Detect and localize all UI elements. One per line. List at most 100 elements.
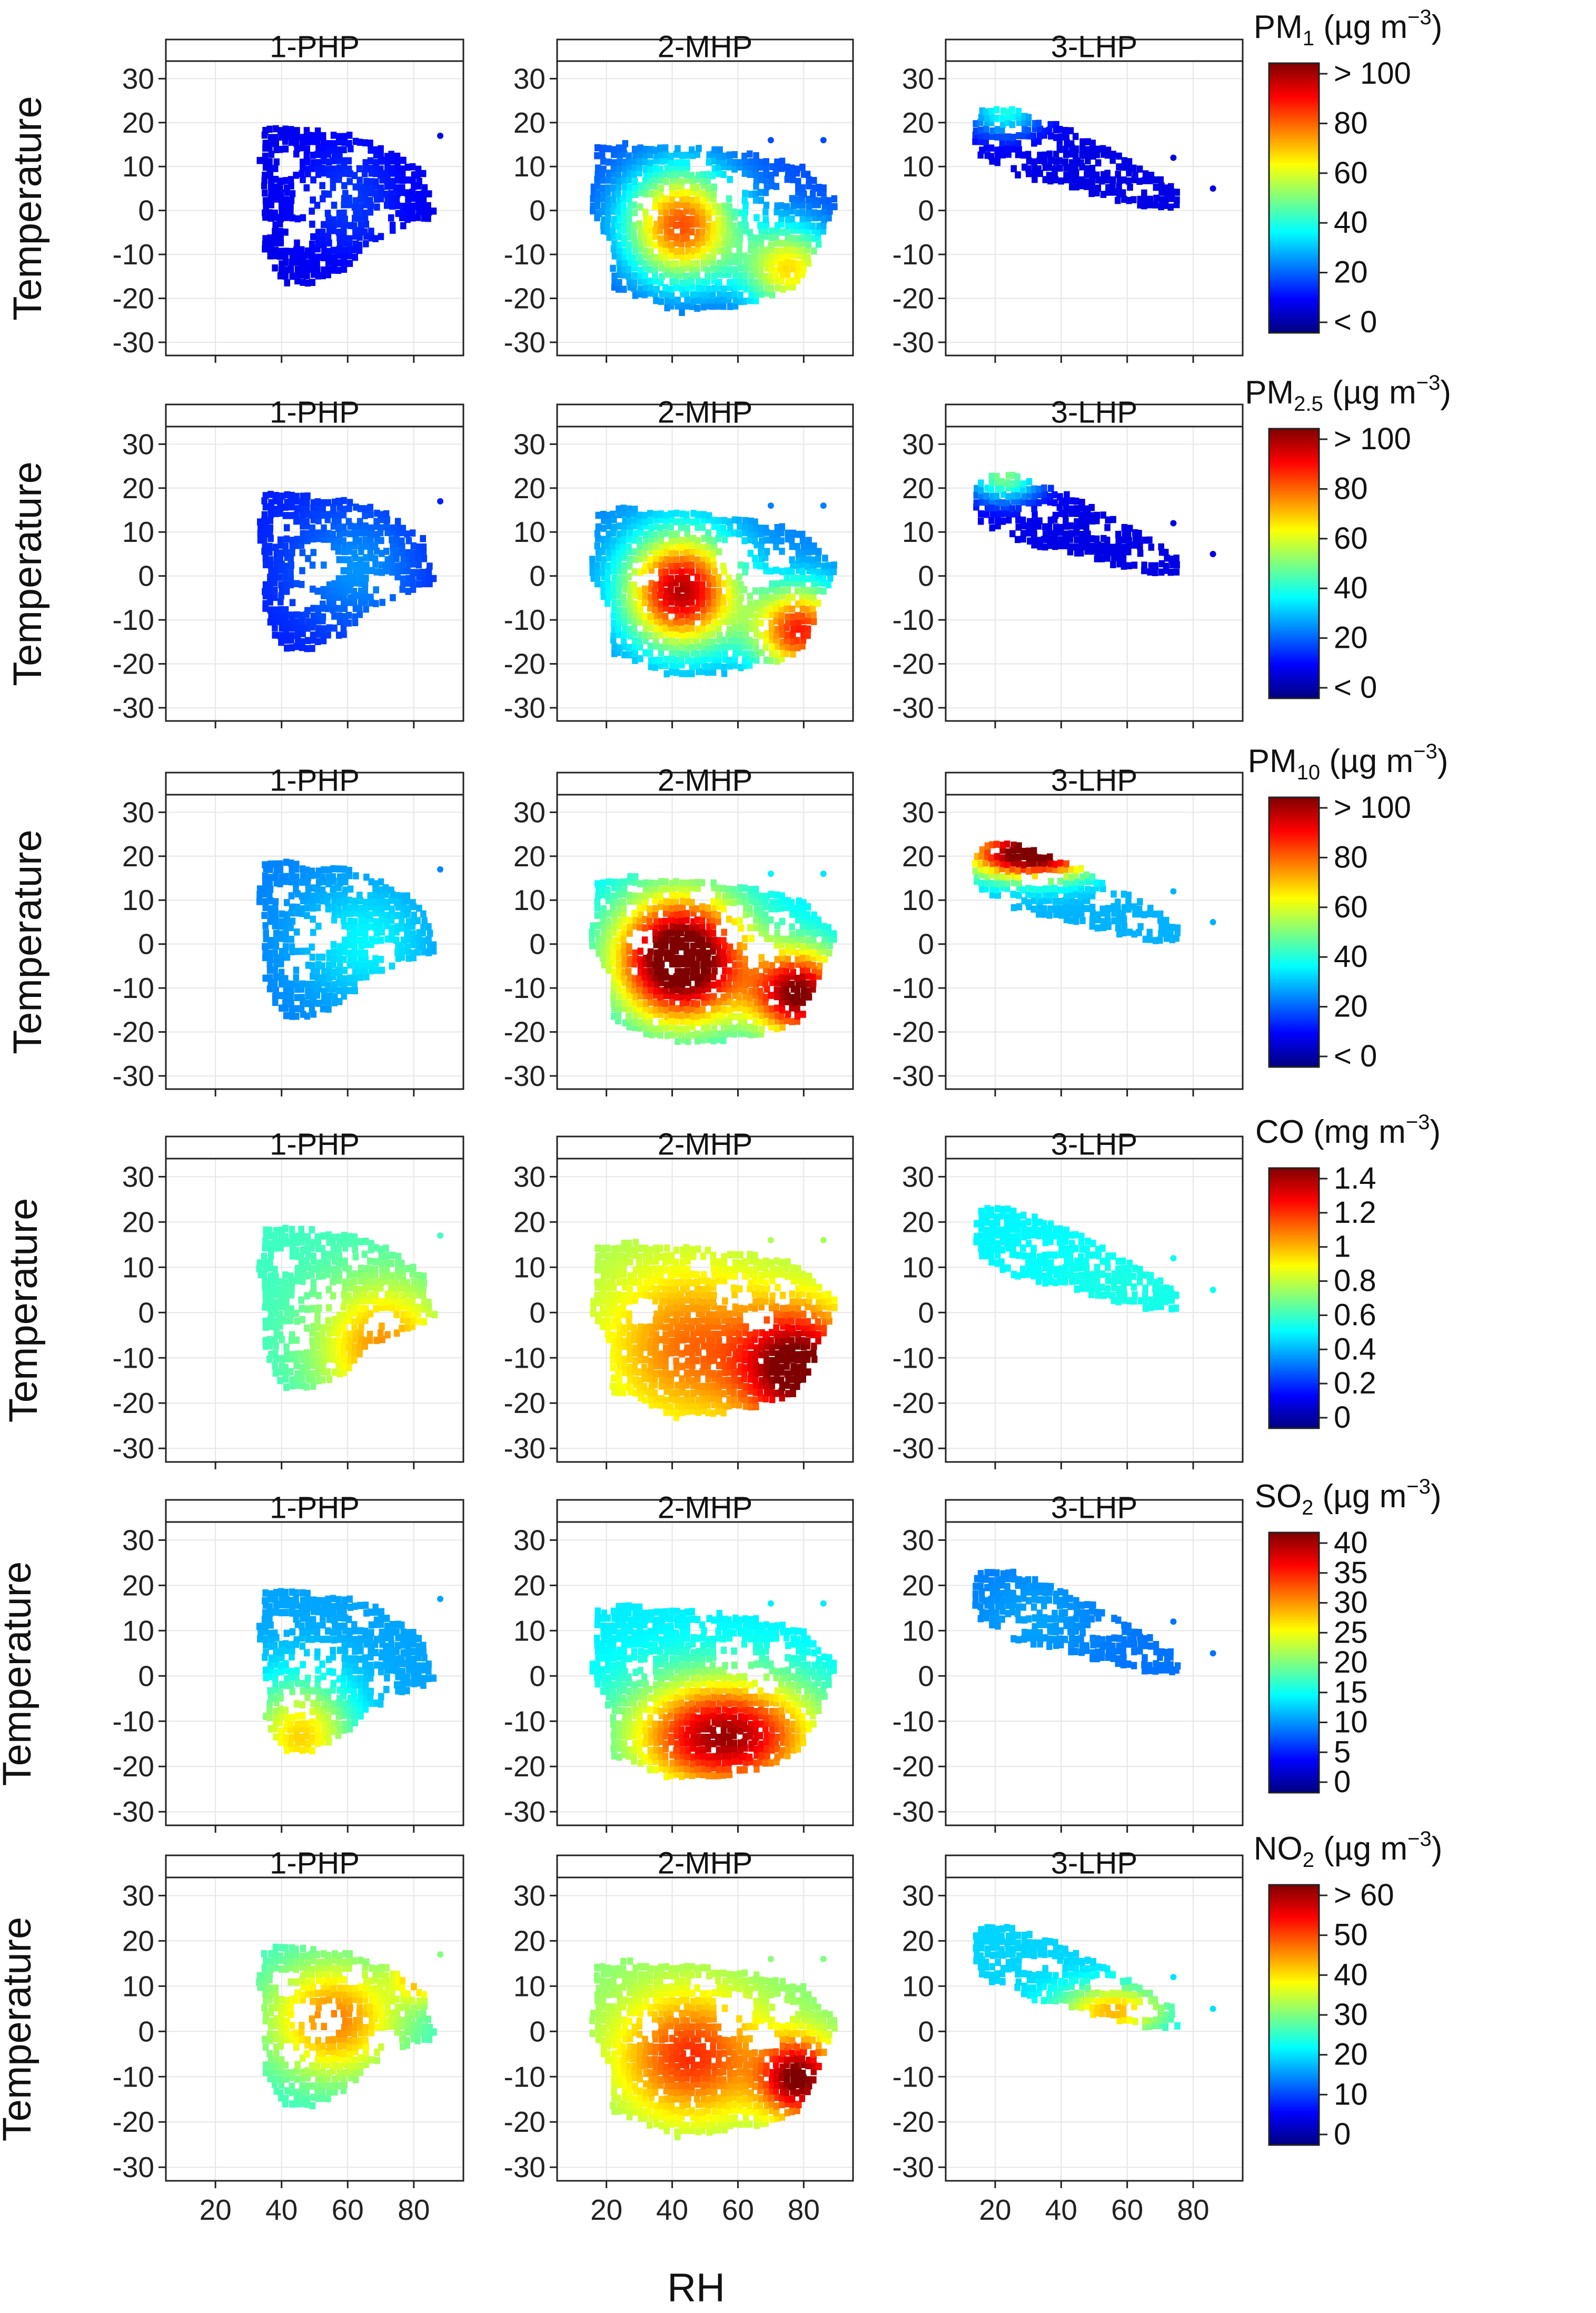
- heat-cell: [309, 524, 315, 532]
- heat-cell: [390, 548, 396, 556]
- heat-cell: [325, 140, 332, 147]
- heat-cell: [774, 631, 780, 639]
- heat-cell: [758, 649, 765, 657]
- heat-cell: [1099, 542, 1105, 550]
- heat-cell: [731, 630, 738, 638]
- heat-cell: [1063, 517, 1069, 525]
- y-tick-label: -20: [113, 1016, 155, 1049]
- heat-cell: [794, 934, 800, 942]
- heat-cell: [340, 511, 347, 519]
- heat-cell: [790, 283, 796, 291]
- heat-cell: [653, 892, 659, 899]
- heat-cell: [272, 618, 279, 625]
- heat-cell: [352, 253, 359, 261]
- heat-cell: [784, 605, 790, 612]
- heat-cell: [620, 594, 627, 601]
- heat-cell: [1010, 134, 1016, 141]
- heat-cell: [789, 164, 795, 172]
- heat-cell: [319, 886, 326, 894]
- heat-cell: [699, 209, 706, 216]
- heat-cell: [636, 980, 643, 987]
- heat-cell: [804, 966, 811, 974]
- heat-cell: [262, 592, 269, 600]
- heat-cell: [652, 885, 659, 893]
- heat-cell: [747, 994, 754, 1002]
- heat-cell: [394, 202, 401, 210]
- heat-cell: [309, 259, 315, 267]
- heat-cell: [748, 625, 754, 632]
- heat-cell: [780, 980, 786, 988]
- heat-cell: [790, 905, 796, 912]
- heat-cell: [600, 592, 607, 600]
- heat-cell: [810, 618, 817, 626]
- heat-cell: [710, 947, 716, 955]
- heat-cell: [430, 207, 437, 215]
- heat-cell: [430, 941, 437, 948]
- heat-cell: [1062, 127, 1068, 134]
- heat-cell: [1056, 145, 1063, 153]
- heat-cell: [284, 953, 291, 961]
- heat-cell: [658, 176, 665, 184]
- heat-cell: [696, 145, 702, 152]
- heat-cell: [1015, 505, 1022, 512]
- heat-cell: [1125, 177, 1132, 185]
- heat-cell: [368, 178, 374, 185]
- y-tick-label: 10: [122, 884, 154, 916]
- heat-cell: [626, 265, 632, 273]
- heat-cell: [1125, 548, 1132, 556]
- heat-cell: [627, 955, 633, 963]
- heat-cell: [616, 279, 622, 286]
- heat-cell: [669, 260, 676, 268]
- heat-cell: [679, 548, 686, 555]
- heat-cell: [1137, 195, 1143, 203]
- heat-cell: [409, 207, 416, 215]
- heat-cell: [690, 650, 697, 657]
- heat-cell: [605, 176, 611, 184]
- heat-cell: [604, 599, 611, 607]
- heat-cell: [273, 960, 280, 968]
- heat-cell: [695, 1012, 701, 1020]
- heat-cell: [283, 985, 290, 993]
- heat-cell: [973, 503, 979, 511]
- heat-cell: [711, 605, 718, 613]
- heat-cell: [779, 892, 785, 900]
- heat-cell: [816, 972, 822, 980]
- heat-cell: [762, 593, 769, 601]
- heat-cell: [642, 184, 649, 192]
- heat-cell: [1009, 121, 1016, 128]
- heat-cell: [799, 947, 806, 955]
- heat-cell: [747, 1023, 754, 1031]
- heat-cell: [342, 873, 349, 881]
- heat-cell: [805, 214, 812, 222]
- heat-cell: [758, 954, 765, 962]
- heat-cell: [1021, 492, 1028, 500]
- heat-cell: [601, 891, 607, 898]
- heat-cell: [710, 554, 716, 562]
- heat-cell: [774, 239, 780, 247]
- heat-cell: [620, 898, 627, 906]
- heat-cell: [1131, 196, 1137, 203]
- heat-cell: [795, 980, 802, 988]
- heat-cell: [1114, 196, 1121, 204]
- heat-cell: [300, 1011, 306, 1018]
- heat-cell: [663, 548, 670, 556]
- heat-cell: [632, 649, 638, 657]
- heat-cell: [600, 222, 607, 230]
- heat-cell: [620, 910, 627, 917]
- heat-cell: [621, 159, 628, 166]
- heat-cell: [604, 536, 611, 543]
- heat-cell: [637, 548, 643, 556]
- heat-cell: [689, 973, 696, 981]
- heat-cell: [289, 272, 295, 280]
- heat-cell: [710, 296, 717, 304]
- heat-cell: [678, 911, 685, 918]
- heat-cell: [267, 561, 274, 569]
- outlier-point: [437, 866, 444, 873]
- heat-cell: [304, 892, 311, 900]
- heat-cell: [1035, 120, 1042, 127]
- heat-cell: [716, 651, 722, 658]
- heat-cell: [373, 178, 379, 186]
- heat-cell: [632, 657, 638, 664]
- heat-cell: [262, 898, 269, 905]
- heat-cell: [679, 885, 685, 893]
